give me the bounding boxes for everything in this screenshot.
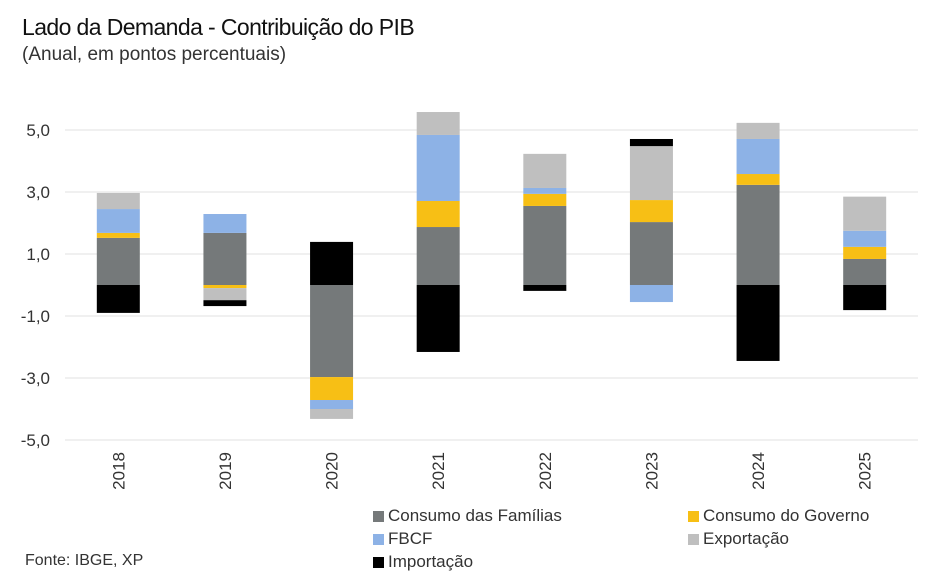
chart-title: Lado da Demanda - Contribuição do PIB <box>22 14 415 40</box>
bar-segment <box>629 146 673 201</box>
bar-segment <box>523 205 567 285</box>
bar-segment <box>203 288 247 301</box>
chart-subtitle: (Anual, em pontos percentuais) <box>22 44 287 65</box>
bar-segment <box>736 285 780 361</box>
y-tick-label: -1,0 <box>21 307 50 326</box>
bar-segment <box>416 200 460 228</box>
bar-segment <box>736 174 780 185</box>
source-note: Fonte: IBGE, XP <box>25 552 144 569</box>
legend-label: FBCF <box>388 529 433 548</box>
bar-segment <box>416 227 460 285</box>
bar-segment <box>736 184 780 285</box>
y-tick-label: 5,0 <box>26 121 50 140</box>
legend-label: Consumo das Famílias <box>388 506 562 525</box>
bar-segment <box>96 192 140 210</box>
legend-swatch <box>373 533 384 545</box>
bar-segment <box>843 246 887 259</box>
bar-segment <box>843 285 887 311</box>
x-tick-label: 2024 <box>749 452 768 490</box>
gridlines <box>65 129 918 441</box>
bars <box>96 112 887 419</box>
legend-swatch <box>373 556 384 568</box>
bar-segment <box>96 209 140 233</box>
bar-segment <box>96 285 140 313</box>
y-tick-label: -3,0 <box>21 369 50 388</box>
x-axis-ticks: 2018 2019 2020 2021 2022 2023 2024 2025 <box>109 452 874 490</box>
x-tick-label: 2025 <box>856 452 875 490</box>
legend-swatch <box>688 533 699 545</box>
bar-segment <box>310 400 354 409</box>
y-tick-label: -5,0 <box>21 431 50 450</box>
legend-item-consumo-governo: Consumo do Governo <box>688 506 869 526</box>
bar-segment <box>203 232 247 285</box>
legend-swatch <box>373 510 384 522</box>
bar-segment <box>629 200 673 223</box>
bar-segment <box>523 285 567 291</box>
bar-segment <box>203 214 247 233</box>
bar-segment <box>310 241 354 285</box>
bar-segment <box>203 285 247 289</box>
bar-segment <box>629 285 673 303</box>
legend-label: Consumo do Governo <box>703 506 870 525</box>
bar-segment <box>310 409 354 419</box>
bar-segment <box>310 285 354 378</box>
x-tick-label: 2020 <box>323 452 342 490</box>
legend-item-importacao: Importação <box>373 552 473 572</box>
legend-label: Importação <box>388 552 474 571</box>
bar-segment <box>96 237 140 285</box>
x-tick-label: 2022 <box>536 452 555 490</box>
legend-swatch <box>688 510 699 522</box>
bar-segment <box>416 285 460 352</box>
x-tick-label: 2019 <box>216 452 235 490</box>
legend-item-fbcf: FBCF <box>373 529 432 549</box>
bar-segment <box>523 153 567 188</box>
y-axis-ticks: 5,0 3,0 1,0 -1,0 -3,0 -5,0 <box>21 121 50 450</box>
y-tick-label: 1,0 <box>26 245 50 264</box>
bar-segment <box>416 134 460 201</box>
legend-item-exportacao: Exportação <box>688 529 789 549</box>
x-tick-label: 2023 <box>642 452 661 490</box>
legend-label: Exportação <box>703 529 789 548</box>
x-tick-label: 2021 <box>429 452 448 490</box>
bar-segment <box>523 193 567 206</box>
bar-segment <box>736 138 780 175</box>
bar-segment <box>629 138 673 147</box>
y-tick-label: 3,0 <box>26 183 50 202</box>
bar-segment <box>96 232 140 238</box>
bar-segment <box>629 222 673 285</box>
legend-item-consumo-familias: Consumo das Famílias <box>373 506 562 526</box>
bar-segment <box>310 377 354 401</box>
bar-segment <box>843 258 887 285</box>
bar-segment <box>843 230 887 247</box>
bar-segment <box>416 112 460 135</box>
x-tick-label: 2018 <box>109 452 128 490</box>
bar-segment <box>736 122 780 139</box>
bar-segment <box>843 196 887 231</box>
bar-segment <box>523 187 567 194</box>
bar-segment <box>203 300 247 307</box>
